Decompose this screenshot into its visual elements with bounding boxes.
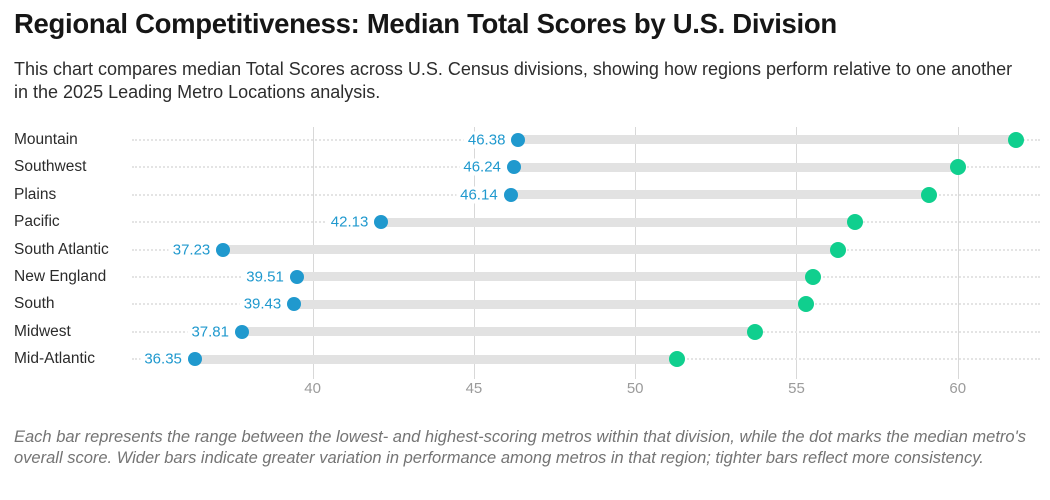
range-high-dot: [746, 323, 763, 340]
median-dot: [289, 269, 304, 284]
median-dot: [216, 242, 231, 257]
category-label: New England: [14, 267, 107, 285]
range-bar: [294, 299, 807, 309]
median-value-label: 37.23: [168, 241, 224, 259]
category-label: Mid-Atlantic: [14, 350, 95, 368]
x-tick-label: 50: [626, 380, 644, 397]
page-title: Regional Competitiveness: Median Total S…: [14, 8, 837, 39]
plot-area: 46.38 46.24 46.14 42.13 37.23 39.51 39.43 37.81…: [132, 126, 1040, 379]
chart-footnote: Each bar represents the range between th…: [14, 428, 1027, 468]
x-axis: 40 45 50 55 60: [132, 380, 1040, 400]
x-tick-label: 60: [949, 380, 967, 397]
median-value-label: 46.14: [456, 186, 511, 204]
range-high-dot: [920, 186, 937, 203]
median-value-label: 39.51: [242, 268, 297, 286]
range-high-dot: [798, 296, 815, 313]
range-bar: [223, 245, 839, 255]
chart-subtitle: This chart compares median Total Scores …: [14, 59, 1013, 103]
category-label: Southwest: [14, 158, 87, 176]
range-high-dot: [949, 159, 966, 176]
median-dot: [503, 187, 518, 202]
category-label: Pacific: [14, 213, 60, 231]
median-dot: [511, 132, 526, 147]
x-gridline: [957, 127, 959, 379]
median-dot: [234, 324, 249, 339]
median-dot: [187, 352, 202, 367]
range-bar: [381, 217, 855, 227]
median-dot: [287, 297, 302, 312]
x-tick-label: 55: [788, 380, 805, 397]
median-dot: [506, 160, 521, 175]
range-high-dot: [830, 241, 847, 258]
x-tick-label: 45: [465, 380, 483, 397]
category-label: Mountain: [14, 130, 78, 148]
range-bar: [296, 272, 813, 282]
category-label: Midwest: [14, 322, 71, 340]
range-high-dot: [804, 268, 821, 285]
category-label: Plains: [14, 185, 57, 203]
median-value-label: 46.24: [459, 158, 514, 176]
category-labels: Mountain Southwest Plains Pacific South Atla…: [14, 126, 132, 373]
median-dot: [374, 215, 389, 230]
median-value-label: 42.13: [326, 213, 382, 231]
range-bar: [194, 354, 678, 364]
range-bar: [518, 135, 1016, 145]
range-bar: [510, 190, 929, 200]
dumbbell-chart: Mountain Southwest Plains Pacific South Atla…: [0, 126, 1050, 397]
x-tick-label: 40: [304, 380, 321, 397]
median-value-label: 36.35: [140, 350, 195, 368]
category-label: South: [14, 295, 55, 313]
median-value-label: 46.38: [463, 131, 519, 149]
range-high-dot: [1007, 131, 1024, 148]
range-high-dot: [846, 214, 863, 231]
range-bar: [513, 162, 958, 172]
median-value-label: 39.43: [239, 295, 295, 313]
range-high-dot: [669, 351, 686, 368]
category-label: South Atlantic: [14, 240, 109, 258]
median-value-label: 37.81: [187, 323, 242, 341]
range-bar: [241, 327, 755, 337]
